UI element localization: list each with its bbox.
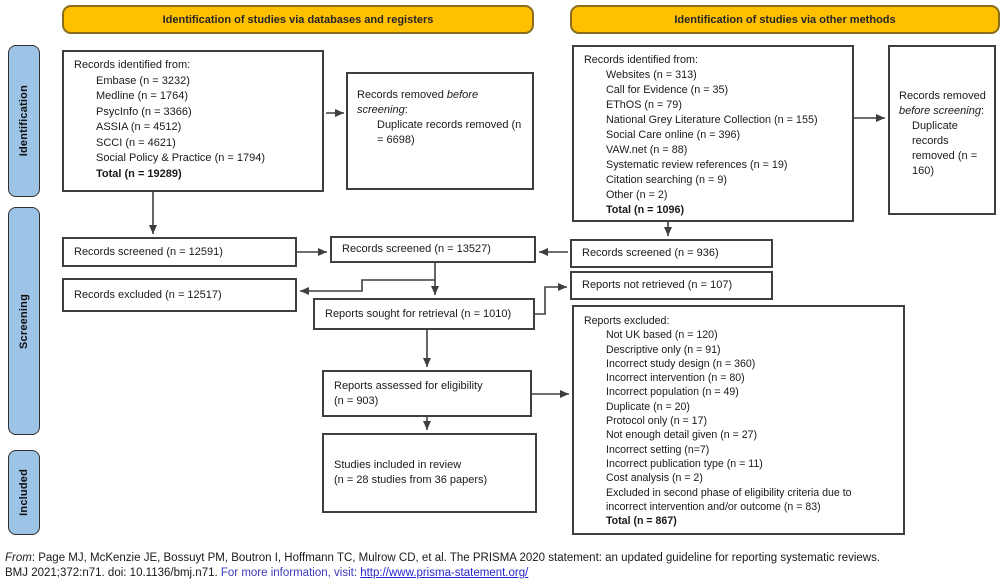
excluded-duplicate: Duplicate (n = 20) <box>606 400 690 413</box>
db-removed-duplicates: Duplicate records removed (n = 6698) <box>377 119 522 146</box>
eligibility-line1: Reports assessed for eligibility <box>334 379 483 392</box>
other-removed-text: Records removed <box>899 90 986 102</box>
db-identified-total: Total (n = 19289) <box>96 167 182 180</box>
all-screened-label: Records screened (n = 13527) <box>342 243 491 255</box>
db-source-social-policy: Social Policy & Practice (n = 1794) <box>96 152 266 164</box>
arrow-all-screened-to-db-excluded <box>300 279 435 295</box>
citation-line1-text: : Page MJ, McKenzie JE, Bossuyt PM, Bout… <box>31 552 881 564</box>
excluded-population: Incorrect population (n = 49) <box>606 386 739 399</box>
excluded-publication-type: Incorrect publication type (n = 11) <box>606 457 763 470</box>
other-identified-total: Total (n = 1096) <box>606 204 685 216</box>
other-source-ethos: EThOS (n = 79) <box>606 99 682 111</box>
excluded-protocol: Protocol only (n = 17) <box>606 415 707 428</box>
box-db-records-identified: Records identified from: Embase (n = 323… <box>62 50 324 192</box>
other-source-websites: Websites (n = 313) <box>606 69 697 81</box>
stage-identification: Identification <box>8 45 40 197</box>
header-other-methods: Identification of studies via other meth… <box>570 5 1000 34</box>
box-db-records-removed: Records removed before screening: Duplic… <box>346 72 534 190</box>
prisma-statement-link[interactable]: http://www.prisma-statement.org/ <box>360 567 529 579</box>
box-other-records-identified: Records identified from: Websites (n = 3… <box>572 45 854 222</box>
stage-included: Included <box>8 450 40 535</box>
box-other-records-removed: Records removed before screening: Duplic… <box>888 45 996 215</box>
db-source-psycinfo: PsycInfo (n = 3366) <box>96 105 192 118</box>
stage-screening-label: Screening <box>18 293 30 349</box>
included-line1: Studies included in review <box>334 459 462 471</box>
citation-from-word: From <box>5 552 32 564</box>
db-removed-title: Records removed before screening: <box>357 88 524 118</box>
excluded-descriptive: Descriptive only (n = 91) <box>606 343 721 356</box>
arrow-retrieval-to-not-retrieved <box>535 283 567 315</box>
db-identified-title: Records identified from: <box>74 59 191 71</box>
stage-screening: Screening <box>8 207 40 435</box>
db-source-scci: SCCI (n = 4621) <box>96 136 176 149</box>
excluded-intervention: Incorrect intervention (n = 80) <box>606 372 745 385</box>
included-line2: (n = 28 studies from 36 papers) <box>334 474 488 486</box>
other-source-social-care-online: Social Care online (n = 396) <box>606 129 741 141</box>
other-removed-colon: : <box>980 105 985 117</box>
db-removed-text: Records removed <box>357 89 447 101</box>
other-source-other: Other (n = 2) <box>606 189 668 201</box>
box-db-records-excluded: Records excluded (n = 12517) <box>62 278 297 312</box>
box-other-records-screened: Records screened (n = 936) <box>570 239 773 268</box>
db-source-embase: Embase (n = 3232) <box>96 74 190 87</box>
other-source-systematic-refs: Systematic review references (n = 19) <box>606 159 788 171</box>
box-studies-included-review: Studies included in review (n = 28 studi… <box>322 433 537 513</box>
other-removed-title: Records removed before screening: <box>899 89 987 119</box>
db-removed-colon: : <box>404 104 408 116</box>
reports-excluded-total: Total (n = 867) <box>606 515 677 528</box>
db-excluded-label: Records excluded (n = 12517) <box>74 288 222 301</box>
header-databases-registers: Identification of studies via databases … <box>62 5 534 34</box>
box-db-records-screened: Records screened (n = 12591) <box>62 237 297 267</box>
other-identified-title: Records identified from: <box>584 54 699 66</box>
db-screened-label: Records screened (n = 12591) <box>74 245 223 258</box>
other-removed-italic: before screening <box>899 105 981 117</box>
excluded-not-enough-detail: Not enough detail given (n = 27) <box>606 429 758 442</box>
retrieval-label: Reports sought for retrieval (n = 1010) <box>325 307 512 320</box>
box-reports-not-retrieved: Reports not retrieved (n = 107) <box>570 271 773 300</box>
reports-excluded-title: Reports excluded: <box>584 315 670 327</box>
eligibility-line2: (n = 903) <box>334 394 379 407</box>
excluded-cost-analysis: Cost analysis (n = 2) <box>606 472 703 485</box>
citation-line1: From: Page MJ, McKenzie JE, Bossuyt PM, … <box>5 551 997 566</box>
header-other-label: Identification of studies via other meth… <box>674 13 896 26</box>
stage-identification-label: Identification <box>18 85 30 157</box>
excluded-second-phase: Excluded in second phase of eligibility … <box>606 486 852 513</box>
box-reports-excluded: Reports excluded: Not UK based (n = 120)… <box>572 305 905 535</box>
other-source-call-for-evidence: Call for Evidence (n = 35) <box>606 84 729 96</box>
stage-included-label: Included <box>18 469 30 516</box>
other-source-vaw-net: VAW.net (n = 88) <box>606 144 688 156</box>
other-removed-duplicates: Duplicate records removed (n = 160) <box>912 120 978 177</box>
db-source-assia: ASSIA (n = 4512) <box>96 121 182 133</box>
not-retrieved-label: Reports not retrieved (n = 107) <box>582 279 733 291</box>
header-databases-label: Identification of studies via databases … <box>162 13 434 26</box>
other-source-citation-searching: Citation searching (n = 9) <box>606 174 727 186</box>
box-all-records-screened: Records screened (n = 13527) <box>330 236 536 263</box>
db-removed-italic: before screening <box>357 89 479 116</box>
other-screened-label: Records screened (n = 936) <box>582 247 719 259</box>
db-source-medline: Medline (n = 1764) <box>96 90 189 102</box>
other-source-grey-literature: National Grey Literature Collection (n =… <box>606 114 818 126</box>
citation-line2-text: BMJ 2021;372:n71. doi: 10.1136/bmj.n71. <box>5 567 221 579</box>
citation-line2: BMJ 2021;372:n71. doi: 10.1136/bmj.n71. … <box>5 566 997 581</box>
citation-footer: From: Page MJ, McKenzie JE, Bossuyt PM, … <box>5 551 997 581</box>
excluded-setting: Incorrect setting (n=7) <box>606 443 710 456</box>
citation-more-info-text: For more information, visit: <box>220 567 361 579</box>
excluded-study-design: Incorrect study design (n = 360) <box>606 357 756 370</box>
excluded-not-uk: Not UK based (n = 120) <box>606 329 718 342</box>
box-reports-assessed-eligibility: Reports assessed for eligibility (n = 90… <box>322 370 532 417</box>
box-reports-sought-retrieval: Reports sought for retrieval (n = 1010) <box>313 298 535 330</box>
